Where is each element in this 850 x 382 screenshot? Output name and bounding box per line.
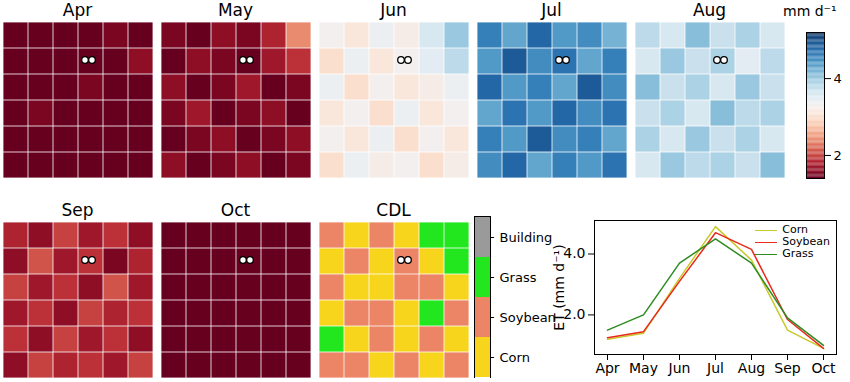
html-text:Aug: Aug	[692, 0, 727, 20]
svg-text:Corn: Corn	[500, 350, 530, 365]
svg-text:Oct: Oct	[811, 360, 836, 376]
svg-text:Grass: Grass	[500, 270, 537, 285]
html-text:May: May	[217, 0, 254, 20]
svg-text:2.0: 2.0	[563, 306, 586, 323]
html-text:CDL: CDL	[376, 200, 411, 220]
html-text:Jun: Jun	[380, 0, 407, 20]
svg-text:ET (mm d⁻¹): ET (mm d⁻¹)	[551, 244, 567, 330]
svg-text:4.0: 4.0	[563, 245, 586, 262]
svg-text:Apr: Apr	[595, 360, 619, 376]
svg-text:Jun: Jun	[668, 360, 691, 376]
html-text:Oct: Oct	[220, 200, 251, 220]
html-text:Soybean: Soybean	[782, 235, 830, 248]
svg-text:Soybean: Soybean	[500, 310, 556, 325]
svg-text:2: 2	[834, 148, 842, 163]
svg-text:May: May	[629, 360, 658, 376]
html-text:Sep: Sep	[61, 200, 94, 220]
html-text:Corn: Corn	[782, 223, 808, 236]
html-text:mm d⁻¹: mm d⁻¹	[783, 3, 837, 19]
html-text:Grass: Grass	[782, 247, 814, 260]
svg-text:4: 4	[834, 71, 842, 86]
html-text:Jul: Jul	[541, 0, 562, 20]
svg-text:Jul: Jul	[706, 360, 724, 376]
html-text:Apr: Apr	[62, 0, 93, 20]
svg-text:Sep: Sep	[774, 360, 801, 376]
svg-text:Aug: Aug	[738, 360, 765, 376]
svg-text:Building: Building	[500, 230, 553, 245]
